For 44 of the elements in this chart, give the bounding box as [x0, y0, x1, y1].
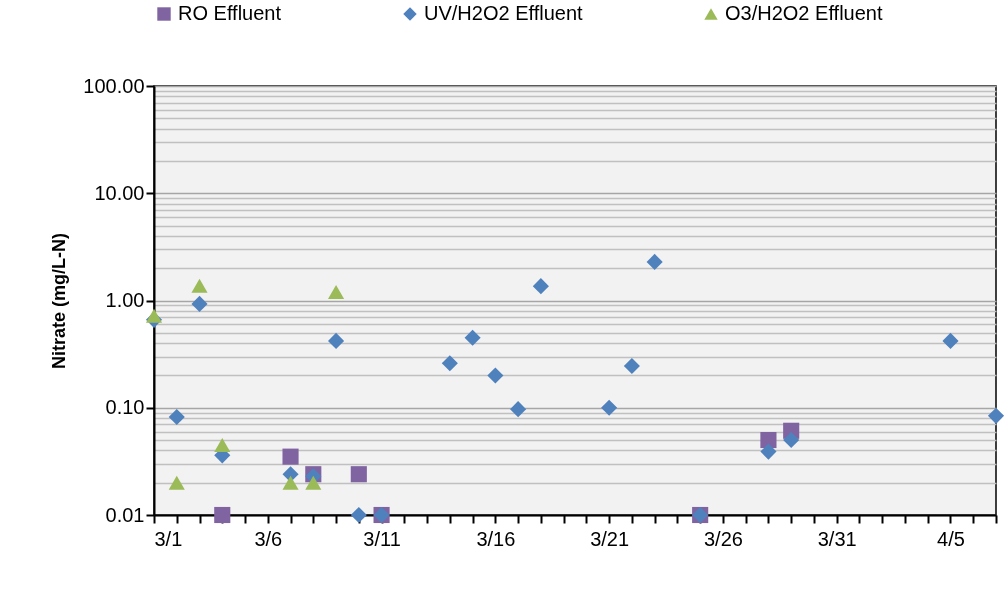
point — [441, 355, 458, 372]
y-tick-label: 100.00 — [83, 74, 145, 97]
y-tick-label: 0.10 — [105, 396, 145, 419]
point — [760, 431, 777, 449]
point — [987, 407, 1005, 424]
point — [145, 308, 163, 323]
x-tick-label: 4/5 — [937, 527, 965, 550]
point — [532, 278, 549, 295]
y-axis-title: Nitrate (mg/L-N) — [49, 233, 70, 369]
point — [783, 431, 800, 449]
point — [191, 278, 208, 293]
point — [168, 475, 185, 490]
x-tick-label: 3/16 — [476, 527, 516, 550]
point — [191, 295, 208, 312]
point — [623, 357, 640, 375]
point — [510, 401, 527, 418]
x-tick-label: 3/6 — [254, 527, 283, 550]
point — [327, 332, 345, 349]
point — [282, 475, 299, 490]
x-tick-label: 3/31 — [817, 527, 857, 550]
x-tick-label: 3/21 — [590, 527, 630, 550]
legend-label: O3/H2O2 Effluent — [725, 2, 883, 24]
point — [350, 466, 367, 483]
point — [487, 367, 504, 384]
y-tick-label: 0.01 — [105, 503, 145, 526]
x-tick-label: 3/1 — [154, 527, 183, 550]
legend-label: UV/H2O2 Effluent — [424, 2, 584, 24]
y-tick-label: 1.00 — [105, 289, 145, 311]
point — [350, 506, 367, 524]
point — [214, 437, 231, 452]
point — [942, 332, 959, 349]
point — [464, 329, 481, 346]
point — [601, 399, 618, 416]
x-tick-label: 3/11 — [363, 527, 401, 550]
y-tick-label: 10.00 — [94, 181, 145, 204]
legend-label: RO Effluent — [178, 2, 282, 24]
point — [760, 443, 777, 460]
x-tick-label: 3/26 — [703, 527, 743, 550]
point — [282, 448, 299, 465]
point — [168, 408, 185, 426]
point — [646, 253, 663, 270]
point — [327, 285, 345, 299]
point — [214, 506, 231, 524]
point — [305, 475, 322, 490]
